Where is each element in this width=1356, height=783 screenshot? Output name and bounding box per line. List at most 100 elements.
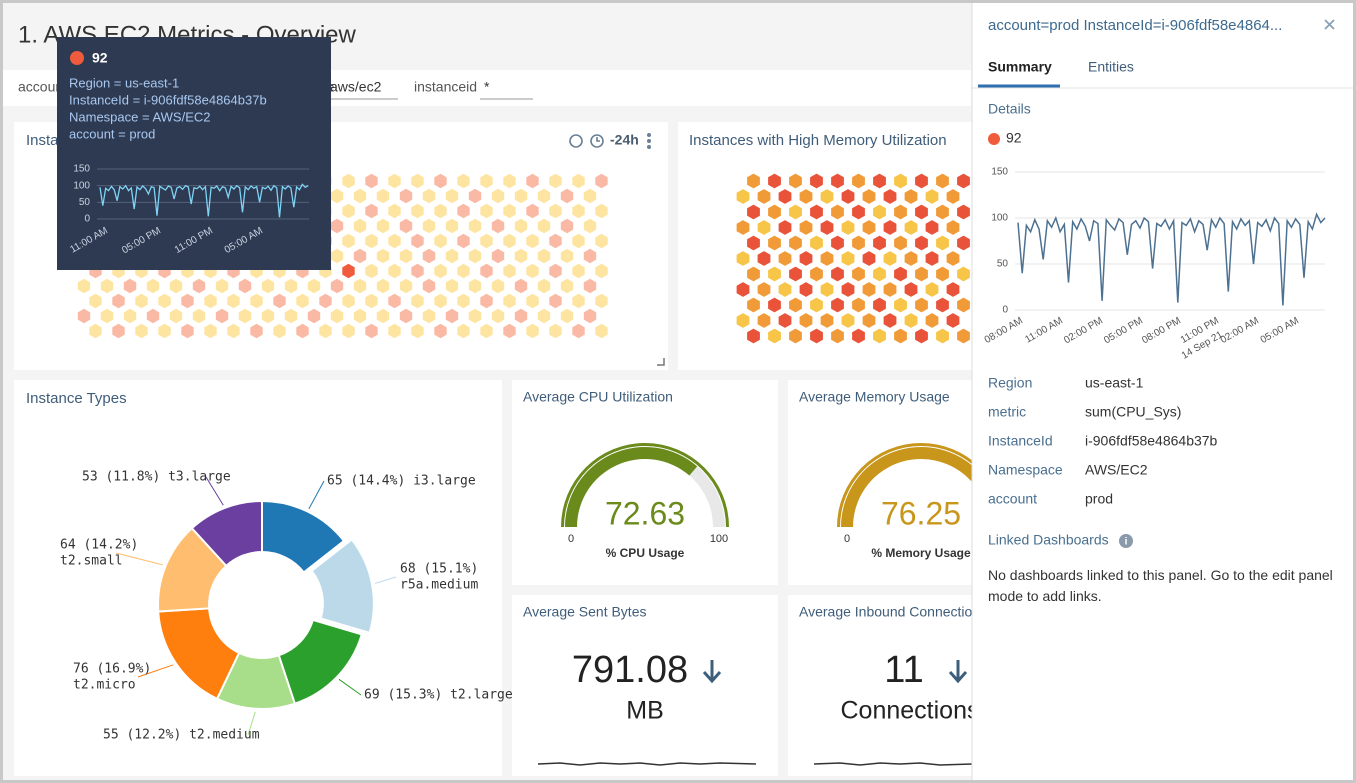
- hex-cell: [284, 278, 298, 294]
- hex-cell: [736, 220, 750, 235]
- hex-cell: [411, 263, 424, 279]
- hex-cell: [388, 173, 401, 189]
- hex-cell: [862, 251, 876, 266]
- hex-cell: [388, 323, 401, 339]
- hex-cell: [445, 218, 459, 234]
- hex-cell: [873, 266, 886, 282]
- hex-cell: [883, 220, 897, 235]
- hex-cell: [841, 189, 855, 204]
- hex-cell: [820, 251, 834, 266]
- hex-cell: [549, 263, 562, 279]
- hex-cell: [353, 188, 367, 204]
- hex-cell: [778, 220, 792, 235]
- hex-cell: [894, 297, 907, 313]
- hex-cell: [549, 293, 562, 309]
- hex-cell: [852, 204, 865, 220]
- hex-cell: [583, 218, 597, 234]
- donut-slice: [261, 499, 346, 574]
- hex-cell: [365, 263, 378, 279]
- hex-cell: [736, 251, 750, 266]
- hex-cell: [537, 218, 551, 234]
- hex-cell: [757, 220, 771, 235]
- hex-cell: [957, 297, 970, 313]
- hex-cell: [583, 278, 597, 294]
- hex-cell: [457, 203, 470, 219]
- hex-cell: [768, 235, 781, 251]
- hex-cell: [915, 297, 928, 313]
- tab[interactable]: Entities: [1088, 59, 1134, 75]
- hex-cell: [261, 308, 275, 324]
- hex-cell: [491, 218, 505, 234]
- hex-cell: [123, 308, 137, 324]
- hex-cell: [936, 328, 949, 344]
- hex-cell: [883, 189, 897, 204]
- hex-cell: [583, 308, 597, 324]
- hex-cell: [457, 323, 470, 339]
- slice-label: t2.small: [60, 554, 123, 569]
- linked-message: No dashboards linked to this panel. Go t…: [988, 567, 1333, 604]
- hex-cell: [204, 323, 217, 339]
- hex-cell: [388, 263, 401, 279]
- hex-cell: [957, 204, 970, 220]
- hex-cell: [434, 233, 447, 249]
- hex-cell: [192, 278, 206, 294]
- hex-cell: [560, 218, 574, 234]
- hex-cell: [957, 328, 970, 344]
- y-tick-label: 0: [1002, 305, 1008, 316]
- y-tick-label: 150: [73, 164, 90, 175]
- panel: [788, 595, 978, 776]
- hex-cell: [342, 173, 355, 189]
- hex-cell: [925, 251, 939, 266]
- close-button[interactable]: [1324, 19, 1335, 30]
- hex-cell: [342, 233, 355, 249]
- hex-cell: [514, 248, 528, 264]
- info-icon-glyph: i: [1125, 537, 1128, 548]
- hex-cell: [768, 297, 781, 313]
- hex-cell: [215, 308, 229, 324]
- hex-cell: [537, 278, 551, 294]
- hex-cell: [789, 235, 802, 251]
- hex-cell: [158, 323, 171, 339]
- hex-cell: [572, 173, 585, 189]
- hex-cell: [123, 278, 137, 294]
- hex-cell: [936, 297, 949, 313]
- hex-cell: [810, 204, 823, 220]
- slice-label: 55 (12.2%) t2.medium: [103, 728, 260, 743]
- hex-cell: [250, 323, 263, 339]
- hex-cell: [915, 204, 928, 220]
- hex-cell: [376, 278, 390, 294]
- hex-cell: [549, 203, 562, 219]
- hex-cell: [468, 188, 482, 204]
- hex-cell: [894, 328, 907, 344]
- hex-cell: [204, 293, 217, 309]
- hex-cell: [503, 203, 516, 219]
- resize-handle[interactable]: [657, 358, 665, 366]
- hex-cell: [353, 218, 367, 234]
- hex-cell: [768, 173, 781, 189]
- hex-cell: [399, 188, 413, 204]
- hex-cell: [146, 278, 160, 294]
- hex-cell: [514, 308, 528, 324]
- sparkline: [813, 762, 973, 766]
- hex-cell: [778, 189, 792, 204]
- panel-icons[interactable]: [569, 133, 651, 150]
- hex-cell: [112, 323, 125, 339]
- hex-cell: [330, 188, 344, 204]
- hex-cell: [925, 220, 939, 235]
- panel: [14, 380, 502, 776]
- hex-cell: [747, 204, 760, 220]
- info-icon[interactable]: [1119, 534, 1133, 548]
- hex-cell: [238, 278, 252, 294]
- detail-value: i-906fdf58e4864b37b: [1085, 433, 1218, 449]
- hex-cell: [549, 173, 562, 189]
- hex-cell: [799, 189, 813, 204]
- hex-cell: [789, 266, 802, 282]
- hex-cell: [181, 323, 194, 339]
- hex-cell: [778, 313, 792, 328]
- gauge-unit: % CPU Usage: [606, 546, 685, 560]
- hex-cell: [434, 263, 447, 279]
- hex-cell: [904, 313, 918, 328]
- hex-cell: [89, 293, 102, 309]
- tab[interactable]: Summary: [988, 59, 1052, 75]
- hex-cell: [831, 328, 844, 344]
